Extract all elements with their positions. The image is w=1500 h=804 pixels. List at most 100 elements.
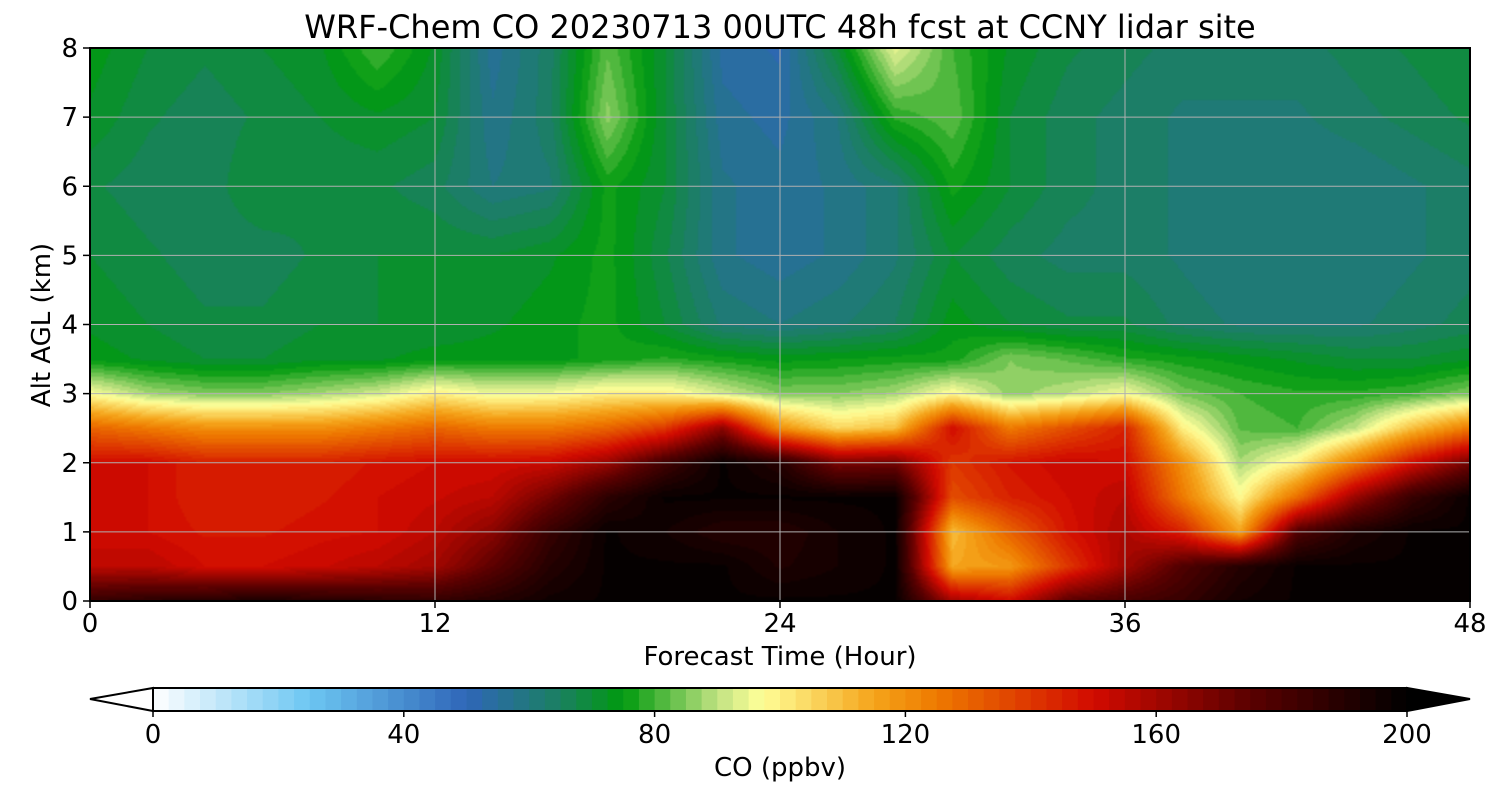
colorbar-swatch [1281, 688, 1298, 711]
colorbar-swatch [278, 688, 295, 711]
colorbar-swatch [153, 688, 170, 711]
colorbar-swatch [1062, 688, 1079, 711]
colorbar-swatch [968, 688, 985, 711]
colorbar-swatch [1030, 688, 1048, 711]
colorbar-swatch [1109, 688, 1126, 711]
colorbar-tick-label: 160 [1131, 720, 1181, 750]
colorbar-swatch [482, 688, 499, 711]
colorbar-swatch [654, 688, 671, 711]
colorbar-swatch [827, 688, 844, 711]
colorbar-swatch [1234, 688, 1251, 711]
colorbar-swatch [341, 688, 358, 711]
colorbar-swatch [1046, 688, 1063, 711]
colorbar-swatch [952, 688, 969, 711]
colorbar-swatch [670, 688, 687, 711]
colorbar-swatch [231, 688, 248, 711]
colorbar-swatch [811, 688, 828, 711]
colorbar-swatch [1093, 688, 1110, 711]
colorbar-swatches [153, 688, 1408, 711]
colorbar-swatch [1328, 688, 1345, 711]
colorbar-swatch [764, 688, 781, 711]
colorbar-swatch [858, 688, 875, 711]
colorbar-swatch [200, 688, 217, 711]
colorbar-swatch [1140, 688, 1157, 711]
colorbar-swatch [999, 688, 1016, 711]
colorbar: 0 40 80 120 160 200 CO (ppbv) [89, 686, 1471, 783]
colorbar-swatch [372, 688, 389, 711]
colorbar-swatch [1344, 688, 1361, 711]
colorbar-swatch [638, 688, 656, 711]
x-tick-label: 0 [82, 609, 99, 639]
colorbar-swatch [1203, 688, 1220, 711]
colorbar-swatch [701, 688, 718, 711]
colorbar-swatch [1375, 688, 1392, 711]
y-tick-label: 7 [61, 103, 78, 133]
x-axis-label: Forecast Time (Hour) [643, 642, 916, 672]
y-tick-label: 0 [61, 587, 78, 617]
y-axis: 0 1 2 3 4 5 6 7 8 [61, 34, 90, 617]
colorbar-tick-label: 120 [881, 720, 931, 750]
colorbar-swatch [842, 688, 859, 711]
colorbar-swatch [1265, 688, 1283, 711]
colorbar-swatch [874, 688, 891, 711]
colorbar-swatch [623, 688, 640, 711]
y-tick-label: 4 [61, 311, 78, 341]
colorbar-swatch [294, 688, 311, 711]
y-tick-label: 1 [61, 518, 78, 548]
y-tick-label: 8 [61, 34, 78, 64]
colorbar-swatch [732, 688, 750, 711]
colorbar-swatch [497, 688, 515, 711]
chart-title: WRF-Chem CO 20230713 00UTC 48h fcst at C… [304, 8, 1255, 46]
colorbar-tick-label: 0 [145, 720, 162, 750]
colorbar-swatch [215, 688, 232, 711]
colorbar-swatch [529, 688, 546, 711]
colorbar-ticks: 0 40 80 120 160 200 [145, 711, 1432, 750]
colorbar-swatch [466, 688, 483, 711]
colorbar-swatch [1187, 688, 1204, 711]
colorbar-frame [152, 687, 1408, 712]
colorbar-swatch [685, 688, 703, 711]
colorbar-swatch [1250, 688, 1267, 711]
colorbar-tick-label: 40 [387, 720, 420, 750]
colorbar-swatch [936, 688, 954, 711]
y-tick-label: 2 [61, 449, 78, 479]
plot-area [89, 47, 1471, 602]
colorbar-tick-label: 200 [1382, 720, 1432, 750]
colorbar-swatch [1312, 688, 1330, 711]
colorbar-swatch [1077, 688, 1095, 711]
colorbar-swatch [1171, 688, 1189, 711]
colorbar-swatch [435, 688, 452, 711]
y-tick-label: 3 [61, 380, 78, 410]
colorbar-swatch [560, 688, 577, 711]
colorbar-swatch [905, 688, 922, 711]
y-tick-label: 5 [61, 241, 78, 271]
colorbar-swatch [450, 688, 468, 711]
colorbar-swatch [889, 688, 906, 711]
colorbar-swatch [544, 688, 562, 711]
y-axis-label: Alt AGL (km) [27, 243, 57, 407]
colorbar-swatch [717, 688, 734, 711]
colorbar-swatch [591, 688, 609, 711]
colorbar-extend-high [1406, 686, 1471, 713]
colorbar-swatch [168, 688, 185, 711]
colorbar-swatch [513, 688, 530, 711]
colorbar-tick-label: 80 [638, 720, 671, 750]
colorbar-swatch [1391, 688, 1408, 711]
colorbar-swatch [921, 688, 938, 711]
colorbar-swatch [388, 688, 405, 711]
colorbar-swatch [1015, 688, 1032, 711]
colorbar-extend-low [89, 686, 154, 713]
colorbar-swatch [309, 688, 327, 711]
colorbar-swatch [1124, 688, 1142, 711]
colorbar-swatch [795, 688, 812, 711]
colorbar-swatch [748, 688, 765, 711]
colorbar-swatch [262, 688, 279, 711]
colorbar-label: CO (ppbv) [714, 753, 846, 783]
colorbar-swatch [247, 688, 264, 711]
colorbar-swatch [419, 688, 436, 711]
x-axis: 0 12 24 36 48 [82, 601, 1487, 639]
x-tick-label: 24 [763, 609, 796, 639]
x-tick-label: 48 [1453, 609, 1486, 639]
